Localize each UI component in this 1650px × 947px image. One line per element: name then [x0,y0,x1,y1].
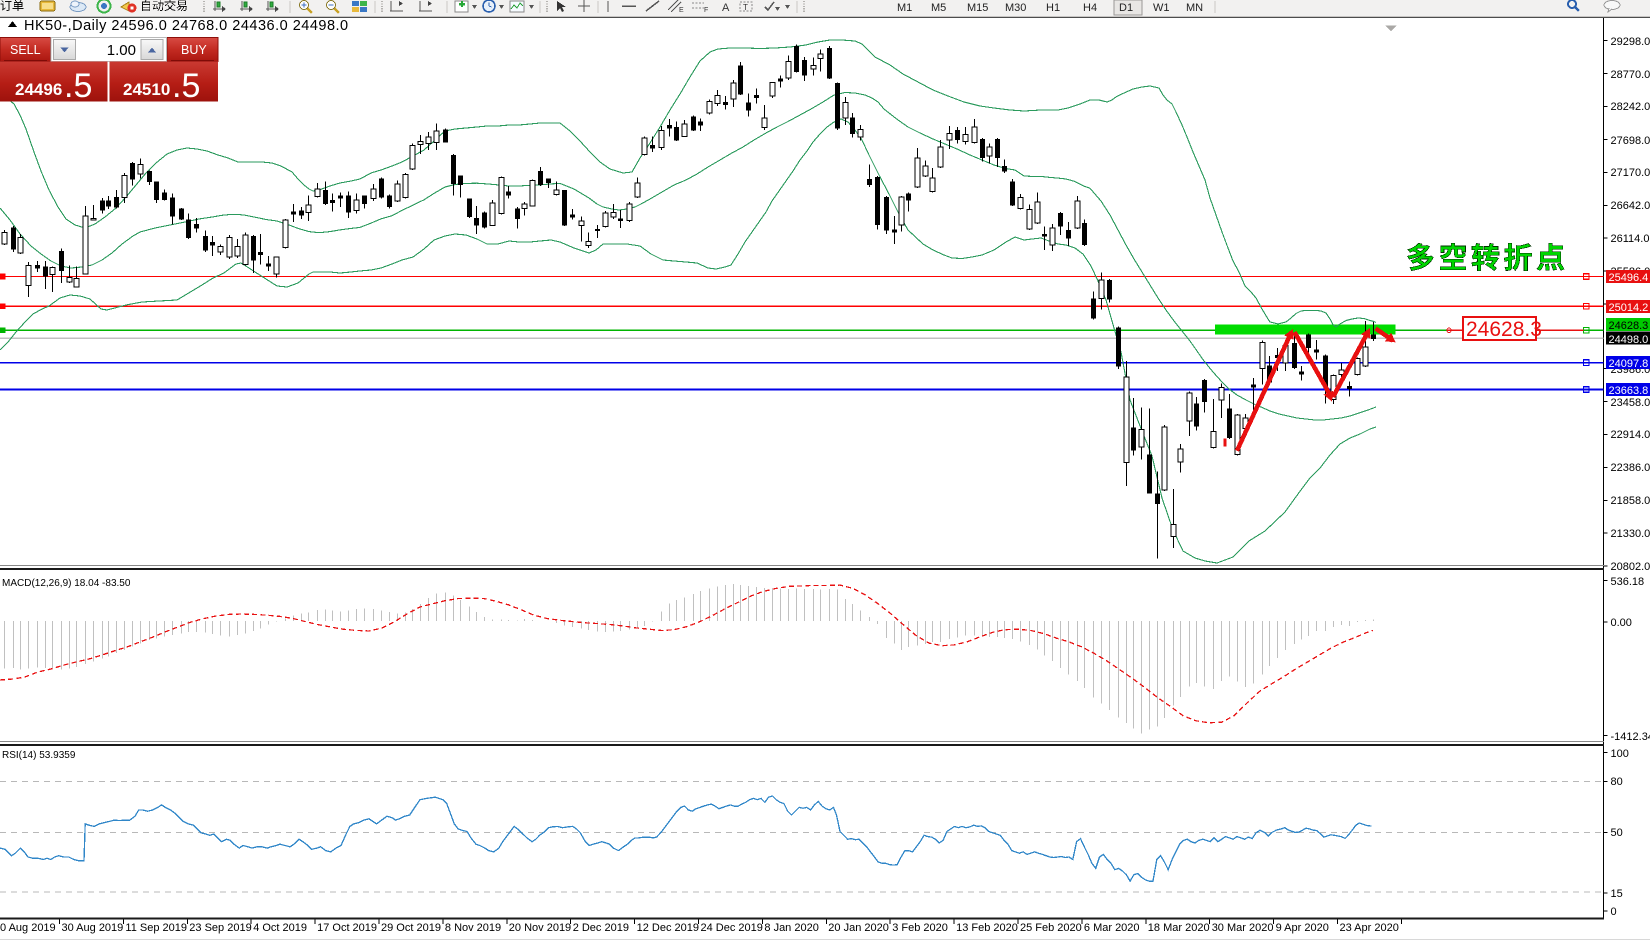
svg-text:24097.8: 24097.8 [1609,358,1649,370]
svg-text:13 Feb 2020: 13 Feb 2020 [956,922,1018,934]
svg-text:2 Dec 2019: 2 Dec 2019 [573,922,629,934]
svg-text:M30: M30 [1005,2,1026,14]
svg-text:6 Mar 2020: 6 Mar 2020 [1084,922,1140,934]
svg-text:24498.0: 24498.0 [1609,334,1649,346]
svg-text:25 Feb 2020: 25 Feb 2020 [1020,922,1082,934]
svg-text:W1: W1 [1153,2,1170,14]
svg-text:15: 15 [1611,888,1623,900]
svg-text:8 Jan 2020: 8 Jan 2020 [764,922,818,934]
svg-text:BUY: BUY [181,43,207,57]
svg-text:11 Sep 2019: 11 Sep 2019 [125,922,187,934]
svg-text:24510: 24510 [123,80,170,99]
svg-text:24628.3: 24628.3 [1609,320,1649,332]
svg-text:29 Oct 2019: 29 Oct 2019 [381,922,441,934]
svg-text:23 Sep 2019: 23 Sep 2019 [189,922,251,934]
svg-text:30 Mar 2020: 30 Mar 2020 [1212,922,1274,934]
svg-text:22914.0: 22914.0 [1611,429,1650,441]
svg-text:20802.0: 20802.0 [1611,561,1650,573]
svg-text:17 Oct 2019: 17 Oct 2019 [317,922,377,934]
svg-text:26642.0: 26642.0 [1611,200,1650,212]
svg-text:0.00: 0.00 [1611,617,1632,629]
svg-text:3 Feb 2020: 3 Feb 2020 [892,922,948,934]
svg-text:M5: M5 [931,2,946,14]
svg-text:RSI(14) 53.9359: RSI(14) 53.9359 [2,750,76,761]
svg-text:80: 80 [1611,776,1623,788]
svg-text:-1412.34: -1412.34 [1611,731,1650,743]
svg-text:.5: .5 [64,67,92,105]
svg-text:M15: M15 [967,2,988,14]
svg-text:0: 0 [1611,906,1617,918]
svg-text:HK50-,Daily 24596.0 24768.0 2: HK50-,Daily 24596.0 24768.0 24436.0 2449… [24,18,349,34]
svg-text:50: 50 [1611,827,1623,839]
svg-text:30 Aug 2019: 30 Aug 2019 [62,922,124,934]
svg-text:25014.2: 25014.2 [1609,302,1649,314]
svg-text:MACD(12,26,9) 18.04 -83.50: MACD(12,26,9) 18.04 -83.50 [2,578,131,589]
svg-text:9 Apr 2020: 9 Apr 2020 [1276,922,1329,934]
svg-text:0 Aug 2019: 0 Aug 2019 [0,922,56,934]
svg-text:A: A [722,2,730,14]
svg-text:536.18: 536.18 [1611,576,1645,588]
svg-text:20 Nov 2019: 20 Nov 2019 [509,922,571,934]
svg-text:24628.3: 24628.3 [1466,318,1542,341]
svg-text:D1: D1 [1119,2,1133,14]
svg-text:27170.0: 27170.0 [1611,167,1650,179]
svg-text:27698.0: 27698.0 [1611,135,1650,147]
svg-text:E: E [679,7,684,14]
svg-text:M1: M1 [897,2,912,14]
svg-text:20 Jan 2020: 20 Jan 2020 [828,922,889,934]
svg-text:12 Dec 2019: 12 Dec 2019 [637,922,699,934]
svg-text:MN: MN [1186,2,1203,14]
svg-text:24496: 24496 [15,80,62,99]
svg-text:.5: .5 [172,67,200,105]
svg-text:F: F [704,7,708,14]
svg-text:100: 100 [1611,748,1629,760]
svg-text:26114.0: 26114.0 [1611,233,1650,245]
svg-text:23458.0: 23458.0 [1611,397,1650,409]
svg-text:H4: H4 [1083,2,1097,14]
svg-text:T: T [743,3,748,12]
svg-text:25496.4: 25496.4 [1609,272,1649,284]
svg-text:24 Dec 2019: 24 Dec 2019 [701,922,763,934]
svg-text:1.00: 1.00 [107,42,136,59]
svg-text:18 Mar 2020: 18 Mar 2020 [1148,922,1210,934]
svg-text:21330.0: 21330.0 [1611,528,1650,540]
svg-text:28770.0: 28770.0 [1611,69,1650,81]
svg-text:23 Apr 2020: 23 Apr 2020 [1340,922,1399,934]
svg-text:SELL: SELL [10,43,41,57]
svg-text:8 Nov 2019: 8 Nov 2019 [445,922,501,934]
svg-text:H1: H1 [1046,2,1060,14]
svg-text:28242.0: 28242.0 [1611,101,1650,113]
svg-text:23663.8: 23663.8 [1609,385,1649,397]
svg-text:22386.0: 22386.0 [1611,462,1650,474]
svg-text:29298.0: 29298.0 [1611,36,1650,48]
svg-text:21858.0: 21858.0 [1611,495,1650,507]
svg-text:4 Oct 2019: 4 Oct 2019 [253,922,307,934]
